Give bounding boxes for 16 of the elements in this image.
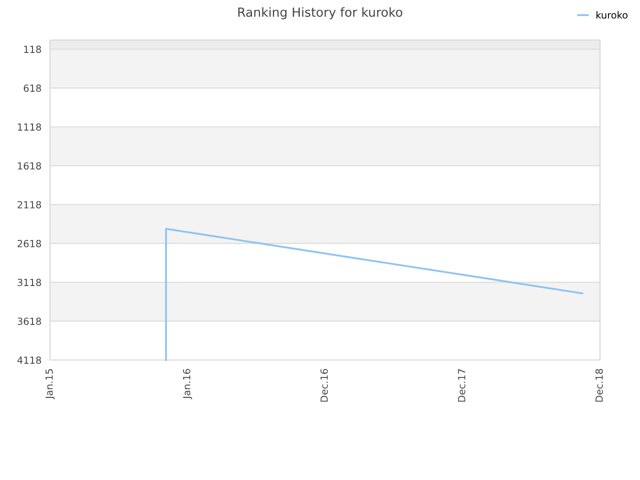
y-tick-label: 3118 <box>18 278 41 286</box>
y-tick-label: 1118 <box>18 123 41 131</box>
x-tick-label: Dec.17 <box>458 369 466 402</box>
y-tick-label: 4118 <box>17 356 41 364</box>
x-tick-label: Dec.18 <box>595 369 603 402</box>
y-tick-label: 618 <box>24 84 41 92</box>
y-tick-label: 1618 <box>18 162 41 170</box>
y-tick-label: 118 <box>24 46 41 53</box>
x-tick-label: Jan.15 <box>46 369 55 400</box>
y-tick-label: 2118 <box>18 201 41 208</box>
x-tick-label: Jan.16 <box>182 368 192 400</box>
legend-label: kuroko <box>596 11 628 19</box>
y-tick-label: 2618 <box>18 240 41 248</box>
y-tick-label: 3618 <box>18 318 41 325</box>
chart-title: Ranking History for kuroko <box>238 7 402 20</box>
x-tick-label: Dec.16 <box>320 368 328 402</box>
